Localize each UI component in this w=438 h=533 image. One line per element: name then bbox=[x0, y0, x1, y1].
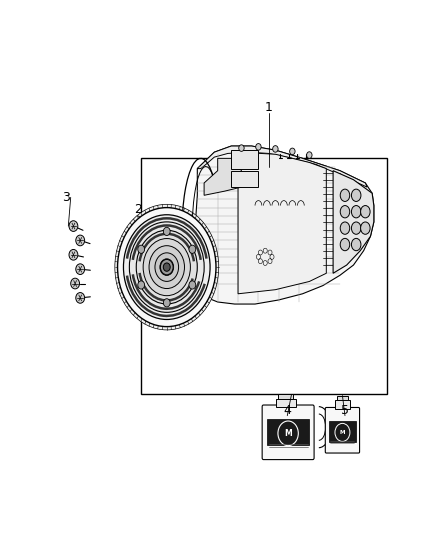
Circle shape bbox=[71, 278, 80, 289]
Polygon shape bbox=[197, 146, 367, 187]
Text: 5: 5 bbox=[341, 404, 349, 417]
Bar bbox=[231, 171, 258, 187]
Bar bbox=[337, 395, 348, 400]
Circle shape bbox=[290, 148, 295, 155]
Bar bbox=[336, 400, 350, 409]
Circle shape bbox=[278, 421, 298, 446]
Ellipse shape bbox=[360, 206, 370, 218]
Circle shape bbox=[160, 260, 173, 275]
Bar bbox=[276, 399, 296, 407]
Polygon shape bbox=[196, 146, 374, 304]
Circle shape bbox=[124, 215, 210, 319]
Circle shape bbox=[273, 146, 278, 152]
Text: 2: 2 bbox=[134, 203, 142, 216]
Circle shape bbox=[138, 245, 145, 253]
Text: M: M bbox=[340, 430, 345, 435]
Polygon shape bbox=[204, 158, 241, 195]
Circle shape bbox=[163, 298, 170, 307]
Text: 3: 3 bbox=[62, 191, 70, 204]
FancyBboxPatch shape bbox=[325, 407, 360, 453]
Circle shape bbox=[256, 143, 261, 150]
Circle shape bbox=[189, 245, 196, 253]
Circle shape bbox=[307, 152, 312, 158]
Ellipse shape bbox=[340, 189, 350, 201]
Ellipse shape bbox=[351, 206, 361, 218]
Circle shape bbox=[138, 281, 145, 289]
Circle shape bbox=[149, 246, 184, 288]
Bar bbox=[141, 158, 387, 394]
Circle shape bbox=[69, 221, 78, 231]
Text: 4: 4 bbox=[283, 404, 291, 417]
Bar bbox=[267, 419, 309, 445]
Circle shape bbox=[136, 230, 197, 304]
Ellipse shape bbox=[351, 222, 361, 235]
Ellipse shape bbox=[351, 238, 361, 251]
Circle shape bbox=[117, 207, 216, 327]
Circle shape bbox=[76, 235, 85, 246]
Bar bbox=[278, 394, 293, 399]
Circle shape bbox=[189, 281, 196, 289]
Ellipse shape bbox=[360, 222, 370, 235]
Circle shape bbox=[163, 263, 170, 271]
Circle shape bbox=[76, 264, 85, 274]
Bar bbox=[329, 421, 356, 442]
Ellipse shape bbox=[340, 206, 350, 218]
FancyBboxPatch shape bbox=[262, 405, 314, 459]
Circle shape bbox=[115, 204, 219, 330]
Polygon shape bbox=[238, 152, 326, 294]
Circle shape bbox=[129, 222, 204, 312]
Circle shape bbox=[335, 423, 350, 441]
Circle shape bbox=[160, 259, 173, 276]
Circle shape bbox=[76, 293, 85, 303]
Bar bbox=[231, 150, 258, 168]
Polygon shape bbox=[333, 171, 374, 273]
Circle shape bbox=[143, 239, 191, 296]
Ellipse shape bbox=[340, 238, 350, 251]
Text: M: M bbox=[284, 429, 292, 438]
Ellipse shape bbox=[351, 189, 361, 201]
Circle shape bbox=[239, 145, 244, 151]
Circle shape bbox=[163, 227, 170, 236]
Circle shape bbox=[155, 253, 179, 281]
Text: 1: 1 bbox=[265, 101, 272, 114]
Circle shape bbox=[69, 249, 78, 260]
Ellipse shape bbox=[340, 222, 350, 235]
